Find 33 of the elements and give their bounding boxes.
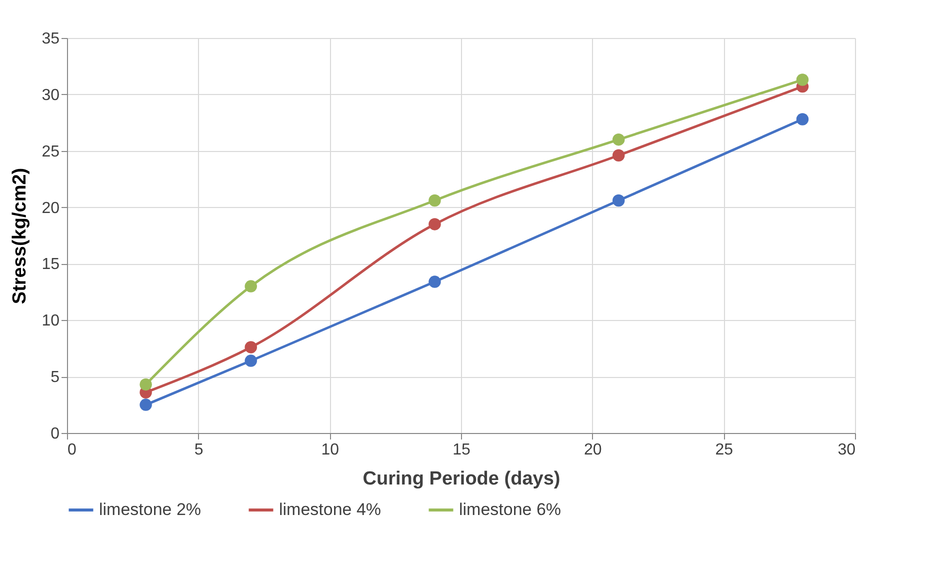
y-tick-label: 35 (42, 30, 60, 48)
x-tick-label: 30 (838, 442, 856, 458)
legend-label: limestone 6% (459, 500, 562, 519)
y-tick-label: 0 (50, 426, 60, 442)
point (612, 194, 625, 207)
x-tick-label: 15 (452, 442, 470, 458)
legend-label: limestone 2% (99, 500, 202, 519)
legend-label: limestone 4% (279, 500, 382, 519)
point (612, 149, 625, 162)
point (428, 194, 441, 207)
x-tick-label: 5 (194, 442, 204, 458)
x-tick-label: 25 (715, 442, 734, 458)
point (140, 398, 152, 411)
x-axis-title: Curing Periode (days) (362, 468, 560, 490)
point (140, 378, 152, 391)
x-tick-label: 0 (68, 442, 76, 458)
y-axis-title: Stress(kg/cm2) (10, 168, 31, 304)
point (612, 133, 625, 146)
y-tick-label: 15 (42, 256, 60, 274)
y-tick-label: 30 (42, 86, 60, 104)
point (796, 74, 809, 86)
point (244, 354, 257, 367)
point (796, 113, 809, 126)
x-tick-label: 10 (321, 442, 340, 458)
x-tick-label: 20 (584, 442, 602, 458)
y-tick-label: 20 (42, 200, 60, 217)
y-tick-label: 5 (50, 369, 60, 386)
y-tick-label: 25 (42, 143, 60, 160)
point (428, 218, 441, 230)
point (244, 280, 257, 292)
y-tick-label: 10 (42, 312, 60, 330)
point (244, 341, 257, 354)
point (428, 276, 441, 288)
